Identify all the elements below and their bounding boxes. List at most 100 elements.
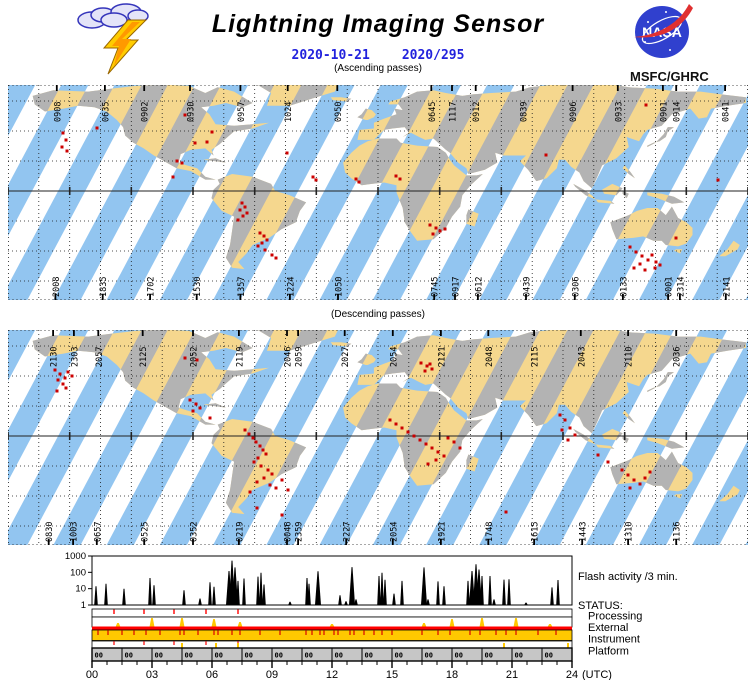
flash-activity-label: Flash activity /3 min.	[578, 571, 678, 583]
svg-text:0917: 0917	[452, 277, 462, 297]
svg-text:2008: 2008	[52, 277, 62, 297]
svg-text:0745: 0745	[431, 277, 441, 297]
svg-text:0830: 0830	[45, 522, 55, 542]
activity-ytick: 1	[81, 600, 86, 611]
platform-segment-label: 00	[275, 652, 283, 660]
platform-segment-label: 00	[155, 652, 163, 660]
svg-text:2048: 2048	[485, 347, 495, 367]
svg-text:0839: 0839	[520, 102, 530, 122]
svg-text:2043: 2043	[577, 347, 587, 367]
svg-text:0612: 0612	[474, 277, 484, 297]
svg-text:2125: 2125	[139, 347, 149, 367]
svg-text:0046: 0046	[284, 522, 294, 542]
svg-text:0902: 0902	[141, 102, 151, 122]
svg-text:2227: 2227	[343, 522, 353, 542]
platform-segment-label: 00	[395, 652, 403, 660]
svg-text:0908: 0908	[53, 102, 63, 122]
svg-text:1702: 1702	[147, 277, 157, 297]
lightning-cloud-icon	[68, 0, 168, 90]
flash-activity-chart: 1000 100 10 1	[65, 551, 573, 611]
flash-activity-spikes	[94, 560, 560, 605]
graticule	[8, 85, 748, 300]
svg-text:0219: 0219	[235, 522, 245, 542]
status-row-label: Platform	[588, 646, 629, 658]
svg-text:1136: 1136	[673, 522, 683, 542]
status-row-platform: 00 00 00 00 00 00 00 00 00 00 00 00 00 00 00 00	[91, 640, 573, 662]
svg-text:0306: 0306	[571, 277, 581, 297]
header: Lightning Imaging Sensor 2020-10-21 2020/…	[8, 10, 748, 74]
svg-text:0841: 0841	[722, 102, 732, 122]
status-row-label: Processing	[588, 611, 642, 623]
svg-text:0950: 0950	[334, 102, 344, 122]
svg-text:1921: 1921	[437, 522, 447, 542]
pass-time-labels: 2130 2303 2057 2125 2052 2119 2046 2059 2027 2054…	[45, 330, 683, 545]
svg-text:0930: 0930	[187, 102, 197, 122]
svg-text:1003: 1003	[70, 522, 80, 542]
svg-text:2052: 2052	[190, 347, 200, 367]
platform-segment-label: 00	[95, 652, 103, 660]
utc-axis-label: 00	[86, 669, 98, 680]
platform-segment-label: 00	[545, 652, 553, 660]
ascending-passes-map-svg: 0908 0635 0902 0930 0957 1024 0950 0645 1117 0912…	[7, 74, 749, 300]
utc-axis-suffix: (UTC)	[582, 669, 612, 680]
platform-segment-label: 00	[485, 652, 493, 660]
svg-text:2359: 2359	[295, 522, 305, 542]
descending-passes-map-svg: 2130 2303 2057 2125 2052 2119 2046 2059 2027 2054…	[7, 319, 749, 545]
platform-segment-label: 00	[425, 652, 433, 660]
svg-text:1310: 1310	[625, 522, 635, 542]
lightning-flash-dots	[60, 103, 720, 272]
utc-axis-label: 21	[506, 669, 518, 680]
date-row: 2020-10-21 2020/295	[8, 48, 748, 63]
landmasses	[32, 74, 746, 270]
platform-segment-label: 00	[185, 652, 193, 660]
platform-segment-label: 00	[245, 652, 253, 660]
pass-time-labels: 0908 0635 0902 0930 0957 1024 0950 0645 1117 0912…	[52, 85, 732, 300]
status-row-external	[91, 616, 573, 630]
svg-text:2141: 2141	[722, 277, 732, 297]
platform-segment-label: 00	[455, 652, 463, 660]
status-legend: Flash activity /3 min. STATUS:ProcessingE…	[578, 571, 678, 658]
utc-axis-label: 18	[446, 669, 458, 680]
svg-text:0901: 0901	[659, 102, 669, 122]
utc-axis-label: 06	[206, 669, 218, 680]
svg-text:2119: 2119	[235, 347, 245, 367]
date-doy: 2020/295	[401, 48, 465, 63]
utc-axis-label: 12	[326, 669, 338, 680]
svg-text:0933: 0933	[614, 102, 624, 122]
utc-axis-label: 15	[386, 669, 398, 680]
svg-text:1024: 1024	[284, 102, 294, 122]
ascending-caption: (Ascending passes)	[334, 63, 422, 74]
svg-text:2054: 2054	[389, 522, 399, 542]
utc-axis-label: 09	[266, 669, 278, 680]
svg-text:0439: 0439	[523, 277, 533, 297]
platform-segment-label: 00	[125, 652, 133, 660]
descending-caption: (Descending passes)	[331, 309, 425, 320]
status-row-label: External	[588, 622, 628, 634]
svg-text:1050: 1050	[335, 277, 345, 297]
org-label: MSFC/GHRC	[630, 69, 709, 84]
svg-text:1748: 1748	[485, 522, 495, 542]
svg-text:2303: 2303	[70, 347, 80, 367]
status-row-label: Instrument	[588, 634, 640, 646]
svg-text:2027: 2027	[341, 347, 351, 367]
nasa-logo: NASA	[634, 4, 693, 58]
platform-segment-label: 00	[335, 652, 343, 660]
svg-text:0352: 0352	[190, 522, 200, 542]
svg-text:1357: 1357	[237, 277, 247, 297]
svg-text:1443: 1443	[579, 522, 589, 542]
activity-ytick: 10	[75, 584, 86, 595]
svg-text:1530: 1530	[193, 277, 203, 297]
svg-text:2115: 2115	[531, 347, 541, 367]
svg-text:0912: 0912	[472, 102, 482, 122]
platform-segment-label: 00	[515, 652, 523, 660]
svg-text:0657: 0657	[93, 522, 103, 542]
svg-text:1224: 1224	[286, 277, 296, 297]
svg-text:2057: 2057	[95, 347, 105, 367]
svg-text:0645: 0645	[428, 102, 438, 122]
utc-axis-label: 24	[566, 669, 578, 680]
svg-text:0525: 0525	[141, 522, 151, 542]
descending-passes-map: 2130 2303 2057 2125 2052 2119 2046 2059 2027 2054…	[7, 319, 749, 550]
svg-text:2121: 2121	[437, 347, 447, 367]
svg-text:0906: 0906	[569, 102, 579, 122]
